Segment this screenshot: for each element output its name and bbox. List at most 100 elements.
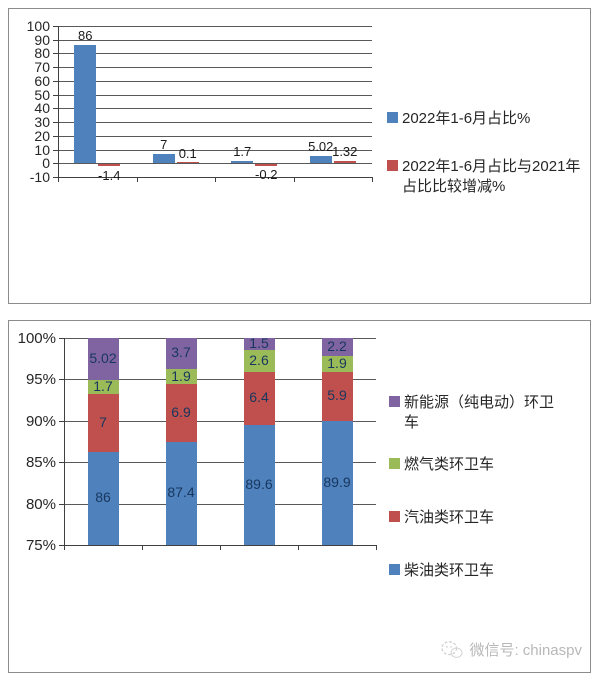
- data-label: 3.7: [171, 344, 191, 361]
- y-tick-mark: [59, 545, 64, 546]
- data-label: 7: [99, 413, 107, 430]
- gridline: [58, 94, 372, 96]
- legend-label: 新能源（纯电动）环卫车: [404, 394, 555, 432]
- legend-label: 柴油类环卫车: [404, 562, 495, 579]
- legend-label: 2022年1-6月占比与2021年占比比较增减%: [402, 158, 581, 196]
- y-tick-mark: [53, 80, 58, 82]
- y-axis-label: 80%: [25, 495, 56, 513]
- data-label: -0.2: [255, 166, 278, 182]
- bar: [152, 153, 175, 164]
- y-axis-label: 90: [34, 31, 50, 48]
- data-label: 89.9: [323, 473, 351, 490]
- gridline: [58, 135, 372, 137]
- data-label: 2.6: [249, 352, 269, 369]
- y-axis-label: 75%: [25, 537, 56, 554]
- gridline: [58, 26, 372, 27]
- y-tick-mark: [59, 420, 64, 422]
- data-label: 5.9: [327, 387, 347, 404]
- legend-item: 2022年1-6月占比与2021年占比比较增减%: [387, 157, 588, 198]
- bar: [231, 160, 254, 164]
- bar: [98, 164, 121, 167]
- bar: [74, 45, 97, 164]
- y-axis-line: [58, 26, 59, 178]
- y-tick-mark: [53, 149, 58, 151]
- data-label: 1.32: [332, 144, 358, 160]
- bar-segment: [321, 356, 353, 372]
- bar-segment: [243, 424, 275, 545]
- bottom-chart-box: 75% 80% 85% 90% 95% 100% 86 7 1.7 5.02 87.4 6.9 1.9 3…: [8, 320, 591, 673]
- bar-segment: [243, 350, 275, 372]
- wechat-icon: [441, 640, 463, 658]
- bar-segment: [321, 338, 353, 357]
- legend-swatch: [387, 112, 398, 123]
- data-label: 7: [160, 136, 168, 152]
- y-axis-label: 95%: [25, 371, 56, 389]
- bar-segment: [87, 338, 119, 380]
- legend-swatch: [387, 160, 398, 171]
- y-axis-label: 90%: [25, 412, 56, 430]
- legend-item: 燃气类环卫车: [389, 455, 562, 475]
- legend-item: 柴油类环卫车: [389, 561, 562, 581]
- x-tick-mark: [293, 177, 295, 182]
- legend-label: 2022年1-6月占比%: [402, 110, 531, 127]
- y-axis-label: 10: [34, 141, 50, 158]
- y-tick-mark: [53, 53, 58, 55]
- bar: [333, 161, 356, 164]
- bar-segment: [165, 338, 197, 369]
- legend-label: 燃气类环卫车: [404, 456, 495, 473]
- y-tick-mark: [53, 163, 58, 165]
- data-label: 89.6: [245, 475, 273, 492]
- gridline: [58, 53, 372, 55]
- bar: [176, 161, 199, 164]
- x-tick-mark: [58, 177, 59, 182]
- gridline: [64, 379, 376, 381]
- y-tick-mark: [59, 462, 64, 464]
- y-tick-mark: [53, 67, 58, 69]
- data-label: 1.9: [327, 355, 347, 372]
- legend-item: 新能源（纯电动）环卫车: [389, 393, 562, 434]
- data-label: 0.1: [178, 146, 197, 162]
- legend-swatch: [389, 458, 400, 469]
- bar-segment: [165, 384, 197, 442]
- data-label: 86: [78, 28, 93, 44]
- gridline: [58, 122, 372, 124]
- legend-swatch: [389, 511, 400, 522]
- y-axis-label: 0: [42, 155, 50, 172]
- y-axis-label: 60: [34, 72, 50, 89]
- data-label: 6.4: [249, 389, 269, 406]
- gridline: [64, 462, 376, 464]
- y-axis-label: -10: [29, 169, 50, 185]
- bar-segment: [87, 393, 119, 452]
- bar-segment: [165, 441, 197, 545]
- data-label: -1.4: [98, 168, 121, 184]
- wechat-label: 微信号: chinaspv: [469, 642, 582, 659]
- data-label: 1.7: [93, 377, 113, 394]
- y-axis-label: 85%: [25, 454, 56, 472]
- bar-segment: [165, 368, 197, 385]
- x-tick-mark: [298, 545, 299, 550]
- y-axis-line: [64, 338, 65, 546]
- gridline: [58, 39, 372, 41]
- x-tick-mark: [136, 177, 138, 182]
- legend-item: 汽油类环卫车: [389, 508, 562, 528]
- x-tick-mark: [372, 177, 373, 182]
- data-label: 5.02: [308, 139, 334, 155]
- y-tick-mark: [59, 379, 64, 381]
- y-axis-label: 40: [34, 100, 50, 117]
- x-tick-mark: [215, 177, 216, 182]
- gridline: [58, 149, 372, 151]
- y-axis-label: 100%: [17, 330, 56, 347]
- gridline: [64, 420, 376, 422]
- gridline: [58, 80, 372, 82]
- legend-label: 汽油类环卫车: [404, 509, 495, 526]
- y-tick-mark: [53, 94, 58, 96]
- wechat-footer: 微信号: chinaspv: [441, 639, 582, 660]
- top-chart-box: 100 90 80 70 60 50 40 30 20 10 0 -10 86 7 1.7 5.02 -1.4 0…: [8, 8, 591, 304]
- bar-segment: [87, 451, 119, 545]
- bar-segment: [87, 379, 119, 394]
- y-tick-mark: [53, 135, 58, 137]
- gridline: [64, 503, 376, 505]
- bar-segment: [321, 420, 353, 545]
- y-axis-label: 70: [34, 59, 50, 76]
- bar: [255, 164, 278, 166]
